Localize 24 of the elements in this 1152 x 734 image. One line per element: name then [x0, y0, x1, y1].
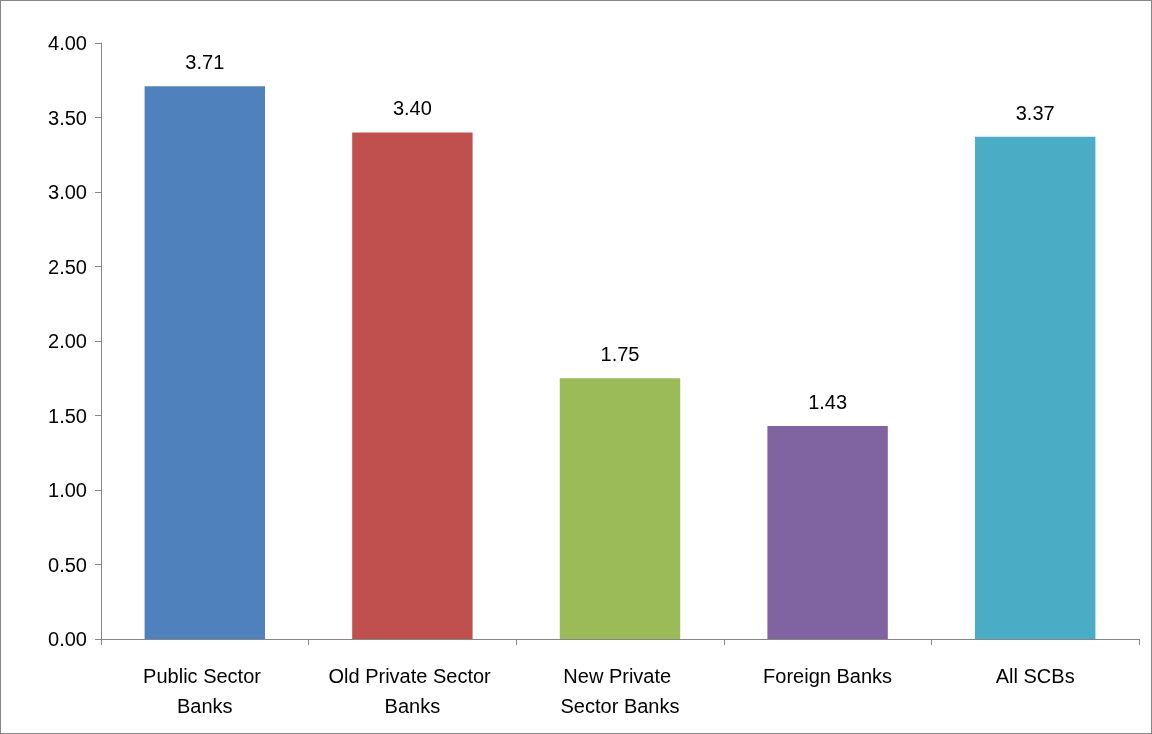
- data-label: 3.37: [1015, 101, 1055, 124]
- x-tick-label: Foreign Banks: [763, 665, 893, 687]
- y-tick-label: 1.50: [48, 404, 87, 427]
- bar: [767, 425, 888, 639]
- x-tick-label: All SCBs: [995, 665, 1075, 687]
- data-label: 3.40: [392, 97, 432, 120]
- x-tick-label: Old Private Sector Banks: [328, 665, 497, 717]
- x-tick-label: New Private Sector Banks: [560, 665, 680, 717]
- y-tick-label: 1.00: [48, 479, 87, 501]
- bar: [144, 86, 265, 639]
- y-tick-label: 0.50: [48, 553, 87, 576]
- data-label: 3.71: [185, 51, 225, 74]
- data-label: 1.43: [808, 390, 848, 413]
- y-tick-label: 2.00: [48, 330, 87, 352]
- bar: [352, 132, 473, 639]
- y-tick-label: 3.50: [48, 106, 87, 129]
- y-tick-label: 0.00: [48, 628, 87, 650]
- y-tick-label: 2.50: [48, 255, 87, 278]
- data-label: 1.75: [600, 343, 640, 366]
- y-tick-label: 3.00: [48, 181, 87, 203]
- y-tick-label: 4.00: [48, 32, 87, 54]
- x-tick-label: Public Sector Banks: [143, 665, 267, 717]
- bar: [559, 378, 681, 639]
- bar: [975, 136, 1096, 639]
